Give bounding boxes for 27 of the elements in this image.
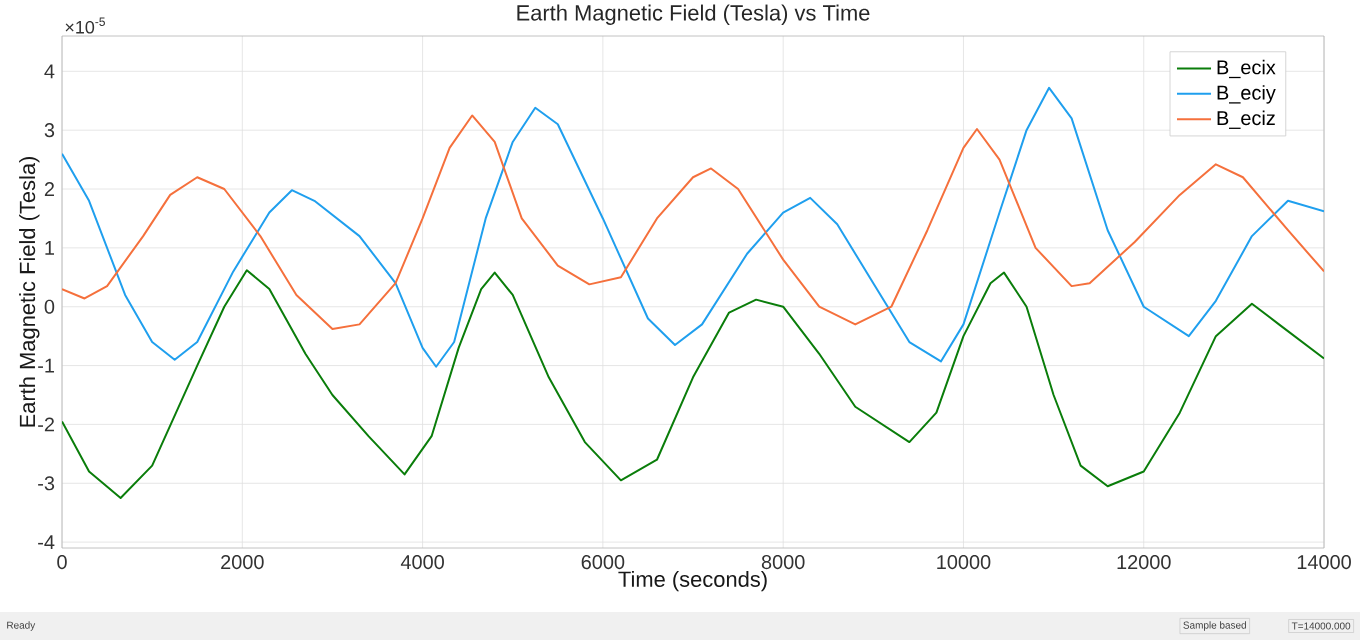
y-tick-label: -2 <box>38 417 54 432</box>
x-tick-label: 4000 <box>400 555 444 570</box>
y-tick-label: -4 <box>38 535 55 549</box>
x-tick-label: 6000 <box>581 555 625 570</box>
x-tick-label: 2000 <box>221 555 264 570</box>
y-tick-label: -1 <box>38 358 55 373</box>
legend-label: B_eciz <box>1217 110 1275 129</box>
y-axis-title: Earth Magnetic Field (Tesla) <box>19 156 40 427</box>
legend-label: B_ecix <box>1217 59 1276 79</box>
y-tick-label: 2 <box>44 182 54 196</box>
line-series <box>62 114 1325 331</box>
y-tick-label: 4 <box>44 64 55 79</box>
line-series <box>62 86 1325 368</box>
x-axis-title: Time (seconds) <box>618 570 767 592</box>
chart-title: Earth Magnetic Field (Tesla) vs Time <box>517 4 870 25</box>
y-tick-label: 1 <box>45 241 55 255</box>
y-tick-label: 0 <box>44 299 55 314</box>
text: ×10$^{-5}$ <box>65 17 105 34</box>
x-tick-label: 10000 <box>937 555 991 570</box>
line-series <box>62 269 1325 499</box>
x-tick-label: 8000 <box>761 555 805 570</box>
y-tick-label: -3 <box>38 476 55 491</box>
legend-label: B_eciy <box>1217 85 1276 104</box>
x-tick-label: 0 <box>57 555 67 570</box>
y-tick-label: 3 <box>44 123 55 138</box>
x-tick-label: 14000 <box>1297 555 1351 570</box>
x-tick-label: 12000 <box>1117 555 1171 570</box>
